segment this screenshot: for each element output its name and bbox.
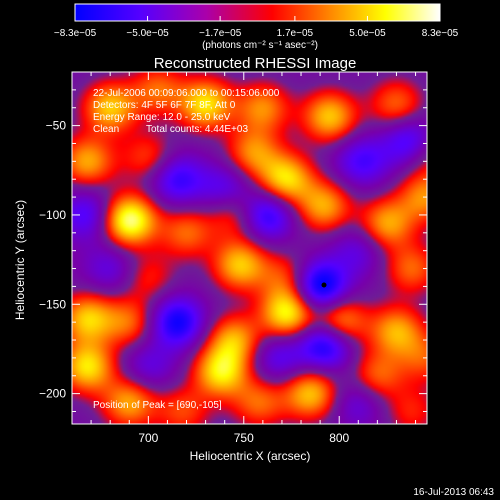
annotation-detectors: Detectors: 4F 5F 6F 7F 8F, Att 0 (93, 100, 236, 111)
x-tick-label: 750 (234, 431, 254, 445)
colorbar-ticks: −8.3e−05 −5.0e−05 −1.7e−05 1.7e−05 5.0e−05 8.… (54, 16, 459, 39)
colorbar-tick-label: −1.7e−05 (199, 28, 242, 39)
annotation-total-counts: Total counts: 4.44E+03 (146, 124, 248, 135)
colorbar: −8.3e−05 −5.0e−05 −1.7e−05 1.7e−05 5.0e−05 8.… (54, 3, 459, 51)
heatmap-image (72, 72, 427, 424)
peak-marker (321, 282, 327, 288)
x-tick-label: 800 (329, 431, 349, 445)
y-tick-label: −200 (39, 387, 66, 401)
annotation-peak-position: Position of Peak = [690,-105] (93, 400, 222, 411)
colorbar-tick-label: 1.7e−05 (277, 28, 314, 39)
y-tick-label: −50 (46, 119, 67, 133)
colorbar-tick-label: 5.0e−05 (349, 28, 386, 39)
colorbar-tick-label: −5.0e−05 (126, 28, 169, 39)
annotations: 22-Jul-2006 00:09:06.000 to 00:15:06.000… (93, 88, 280, 411)
plot-frame (71, 71, 428, 425)
annotation-method: Clean (93, 124, 119, 135)
x-axis-label: Heliocentric X (arcsec) (190, 449, 311, 463)
plot-area: 700 750 800 −50 −100 −150 −200 (39, 71, 428, 445)
y-axis-label: Heliocentric Y (arcsec) (13, 200, 27, 320)
chart-title: Reconstructed RHESSI Image (154, 55, 357, 72)
annotation-energy-range: Energy Range: 12.0 - 25.0 keV (93, 112, 231, 123)
y-tick-label: −150 (39, 297, 66, 311)
axis-ticks: 700 750 800 −50 −100 −150 −200 (39, 72, 427, 445)
colorbar-gradient (74, 3, 441, 22)
colorbar-units-label: (photons cm⁻² s⁻¹ asec⁻²) (202, 40, 318, 51)
x-tick-label: 700 (138, 431, 158, 445)
colorbar-tick-label: 8.3e−05 (422, 28, 459, 39)
y-tick-label: −100 (39, 208, 66, 222)
colorbar-tick-label: −8.3e−05 (54, 28, 97, 39)
footer-timestamp: 16-Jul-2013 06:43 (413, 487, 494, 498)
annotation-time-range: 22-Jul-2006 00:09:06.000 to 00:15:06.000 (93, 88, 280, 99)
